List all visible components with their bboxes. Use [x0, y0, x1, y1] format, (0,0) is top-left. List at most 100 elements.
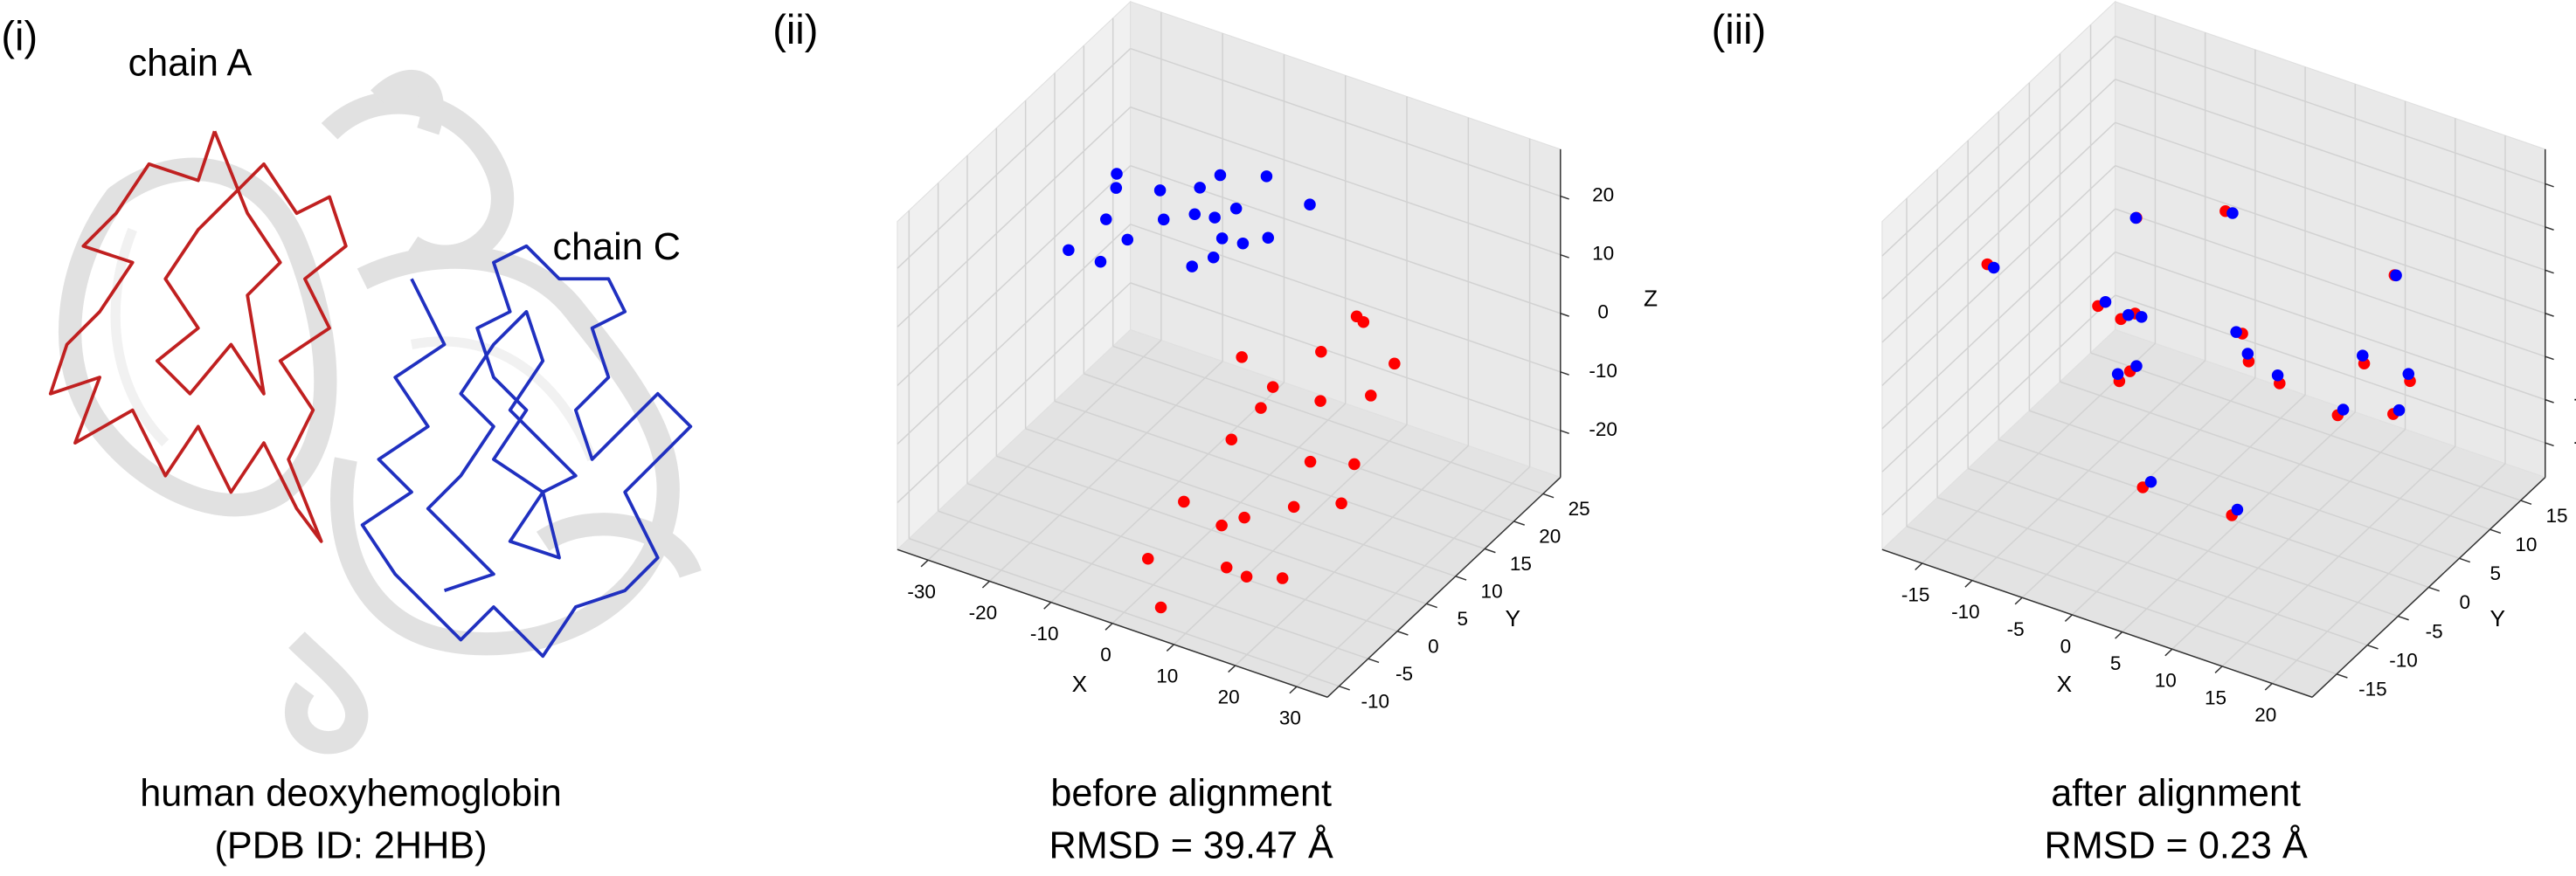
y-tick-label: 25 [1568, 498, 1590, 520]
point [1215, 232, 1229, 245]
tick-mark [2545, 398, 2554, 404]
grid-line [966, 483, 1398, 632]
x-tick-label: 10 [2155, 670, 2177, 692]
z-tick-label: -10 [1589, 360, 1617, 382]
axis-line [897, 548, 1328, 698]
point [1287, 500, 1300, 514]
tick-mark [1104, 623, 1113, 631]
y-tick-label: 15 [1510, 553, 1532, 575]
grid-line [1130, 47, 1562, 197]
grid-line [1881, 35, 2116, 257]
point [1153, 184, 1167, 197]
point [1154, 601, 1167, 614]
tick-mark [2214, 666, 2223, 673]
tick-mark [1560, 371, 1569, 376]
point [2392, 404, 2406, 417]
point [2357, 349, 2369, 362]
grid-line [988, 361, 1223, 582]
axis-line [1326, 477, 1562, 698]
point [1215, 519, 1228, 532]
tick-mark [1289, 686, 1298, 694]
tick-mark [2545, 355, 2554, 361]
x-tick-label: 5 [2110, 652, 2122, 674]
grid-line [897, 107, 1132, 328]
grid-line [897, 47, 1132, 269]
caption: after alignment [2051, 772, 2301, 814]
point [1225, 433, 1238, 446]
point [1121, 233, 1134, 246]
x-tick-label: 0 [2060, 635, 2072, 657]
x-tick-label: 10 [1156, 665, 1178, 686]
tick-mark [1560, 313, 1569, 317]
panel-label: (iii) [1712, 6, 1767, 52]
grid-line [2090, 352, 2521, 501]
point [2337, 404, 2350, 416]
point [1315, 345, 1327, 358]
point [1262, 231, 1275, 245]
tick-mark [1166, 644, 1174, 652]
tick-mark [2366, 644, 2379, 650]
grid-line [2115, 251, 2546, 401]
point [1238, 511, 1250, 524]
grid-line [2029, 410, 2460, 560]
tick-mark [2428, 586, 2440, 592]
z-tick-label: -20 [1589, 418, 1617, 440]
point [2099, 295, 2112, 308]
grid-line [1050, 382, 1285, 604]
grid-line [1111, 403, 1347, 624]
tick-mark [1484, 548, 1496, 554]
point [2402, 368, 2415, 380]
grid-line [2060, 381, 2490, 530]
z-axis-label: Z [1644, 286, 1658, 312]
point [1276, 572, 1289, 584]
grid-line [1296, 466, 1531, 687]
grid-line [1130, 224, 1562, 373]
tick-mark [1964, 580, 1973, 588]
point [1094, 255, 1107, 268]
point [1100, 213, 1112, 225]
grid-line [909, 537, 1340, 687]
panel-label: (ii) [772, 6, 818, 52]
grid-line [1235, 445, 1469, 666]
tick-mark [2489, 528, 2502, 535]
caption: before alignment [1050, 772, 1332, 814]
tick-mark [2545, 313, 2554, 317]
point [2144, 475, 2157, 488]
tick-mark [2336, 673, 2348, 679]
tick-mark [1228, 665, 1236, 673]
y-tick-label: 10 [1481, 581, 1503, 603]
tick-mark [1915, 562, 1923, 571]
y-tick-label: -10 [1361, 690, 1389, 712]
tick-mark [1455, 576, 1467, 581]
tick-mark [2164, 648, 2173, 657]
point [1208, 211, 1221, 224]
point [2130, 360, 2143, 372]
y-tick-label: -10 [2389, 649, 2418, 671]
grid-line [1084, 373, 1514, 522]
x-tick-label: 0 [1100, 644, 1111, 666]
axis-line [1881, 548, 2313, 698]
grid-line [1881, 208, 2116, 430]
point [2122, 308, 2135, 321]
annotation: chain A [128, 43, 253, 85]
point [2111, 368, 2124, 381]
x-axis-label: X [2057, 671, 2073, 697]
point [1111, 168, 1123, 180]
tick-mark [2264, 682, 2273, 691]
caption: human deoxyhemoglobin [140, 772, 562, 814]
grid-line [2115, 79, 2546, 228]
y-tick-label: 5 [2490, 562, 2502, 584]
y-axis-label: Y [2490, 605, 2506, 631]
point [2226, 207, 2239, 219]
point [1188, 208, 1201, 221]
grid-line [1881, 294, 2116, 516]
tick-mark [920, 559, 929, 568]
grid-line [1130, 106, 1562, 256]
x-tick-label: 15 [2205, 686, 2226, 708]
grid-line [1881, 121, 2116, 343]
x-tick-label: 20 [2254, 704, 2276, 726]
point [1240, 570, 1253, 583]
point [1194, 182, 1206, 194]
chart-3d: -15-10-505101520-15-10-5051015-15-10-505… [1712, 0, 2576, 866]
point [1214, 169, 1227, 182]
